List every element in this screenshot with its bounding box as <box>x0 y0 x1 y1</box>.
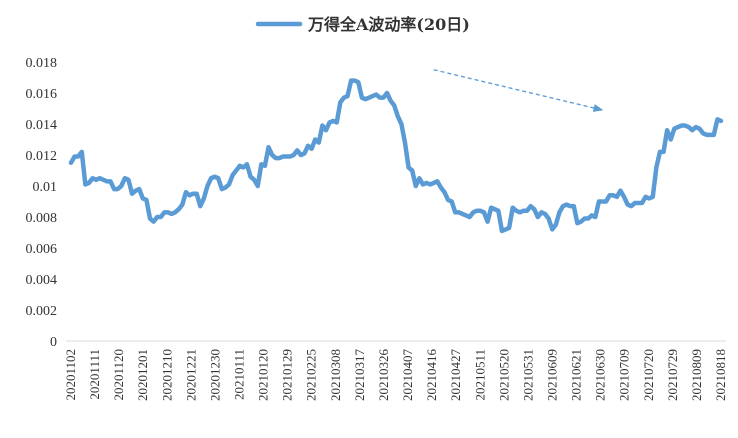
y-tick-label: 0 <box>50 335 57 350</box>
y-tick-label: 0.018 <box>26 56 58 71</box>
x-tick-label: 20210729 <box>665 349 680 401</box>
x-tick-label: 20201230 <box>207 349 222 401</box>
x-tick-label: 20210129 <box>280 349 295 401</box>
x-tick-label: 20210407 <box>400 349 415 402</box>
x-tick-label: 20210416 <box>424 349 439 402</box>
trend-arrow <box>433 69 604 112</box>
x-tick-label: 20210120 <box>256 349 271 401</box>
x-tick-label: 20201102 <box>63 349 78 401</box>
x-tick-label: 20210630 <box>593 349 608 401</box>
x-tick-label: 20210326 <box>376 349 391 402</box>
y-tick-label: 0.006 <box>26 242 58 257</box>
annotation-layer <box>433 69 604 112</box>
x-tick-label: 20210531 <box>520 349 535 401</box>
y-tick-label: 0.012 <box>26 149 58 164</box>
x-tick-label: 20201201 <box>135 349 150 401</box>
x-tick-label: 20201210 <box>159 349 174 401</box>
y-tick-label: 0.002 <box>26 304 58 319</box>
x-tick-label: 20210225 <box>304 349 319 401</box>
x-tick-label: 20210809 <box>689 349 704 401</box>
legend: 万得全A波动率(20日) <box>255 15 470 34</box>
x-tick-label: 20210709 <box>617 349 632 401</box>
x-tick-label: 20201120 <box>111 349 126 401</box>
x-tick-label: 20210511 <box>472 349 487 401</box>
series-layer <box>68 78 724 234</box>
y-tick-label: 0.01 <box>33 180 58 195</box>
x-tick-label: 20210621 <box>569 349 584 401</box>
x-tick-label: 20210308 <box>328 349 343 401</box>
x-tick-label: 20210818 <box>713 349 728 401</box>
x-tick-label: 20210720 <box>641 349 656 401</box>
x-axis: 20201102 20201111 20201120 20201201 20201210… <box>63 340 728 402</box>
x-tick-label: 20201111 <box>87 349 102 400</box>
legend-label: 万得全A波动率(20日) <box>307 15 470 34</box>
x-tick-label: 20210427 <box>448 349 463 402</box>
y-tick-label: 0.004 <box>26 273 58 288</box>
x-tick-label: 20210111 <box>232 349 247 400</box>
y-tick-label: 0.014 <box>26 118 58 133</box>
x-tick-label: 20210609 <box>544 349 559 401</box>
x-tick-label: 20201221 <box>183 349 198 401</box>
x-tick-label: 20210520 <box>496 349 511 401</box>
y-axis: 0 0.002 0.004 0.006 0.008 0.01 0.012 0.014 0.016… <box>26 56 58 350</box>
series-line <box>68 78 724 234</box>
y-tick-label: 0.016 <box>26 87 58 102</box>
x-tick-label: 20210317 <box>352 349 367 402</box>
y-tick-label: 0.008 <box>26 211 58 226</box>
